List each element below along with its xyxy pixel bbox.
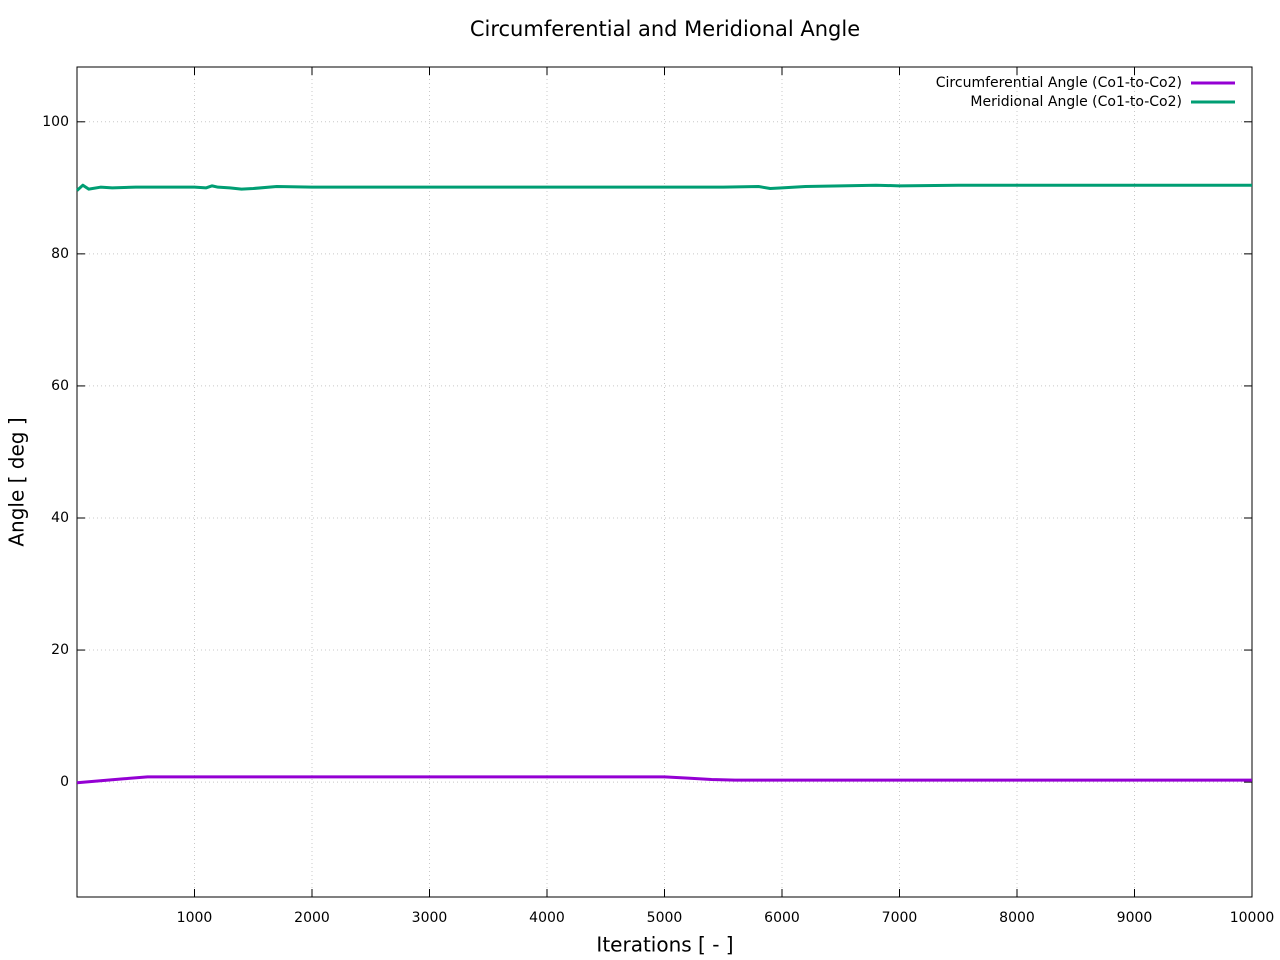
x-tick-label: 7000	[882, 910, 918, 926]
x-tick-label: 6000	[764, 910, 800, 926]
y-tick-label: 0	[60, 774, 69, 790]
y-axis-label: Angle [ deg ]	[5, 417, 29, 546]
data-line	[75, 183, 1252, 192]
x-tick-label: 1000	[177, 910, 213, 926]
x-tick-label: 9000	[1117, 910, 1153, 926]
y-tick-label: 20	[51, 642, 69, 658]
data-line	[76, 775, 1252, 785]
x-tick-label: 5000	[647, 910, 683, 926]
x-tick-label: 3000	[412, 910, 448, 926]
plot-frame	[76, 66, 1253, 898]
x-tick-label: 4000	[529, 910, 565, 926]
y-tick-label: 100	[42, 114, 69, 130]
chart-title: Circumferential and Meridional Angle	[470, 17, 860, 41]
legend-label: Meridional Angle (Co1-to-Co2)	[970, 94, 1182, 110]
legend-label: Circumferential Angle (Co1-to-Co2)	[936, 75, 1182, 91]
x-tick-label: 2000	[294, 910, 330, 926]
y-tick-label: 80	[51, 246, 69, 262]
y-tick-label: 40	[51, 510, 69, 526]
x-axis-label: Iterations [ - ]	[596, 933, 733, 957]
x-tick-label: 8000	[999, 910, 1035, 926]
x-tick-label: 10000	[1230, 910, 1275, 926]
y-tick-label: 60	[51, 378, 69, 394]
